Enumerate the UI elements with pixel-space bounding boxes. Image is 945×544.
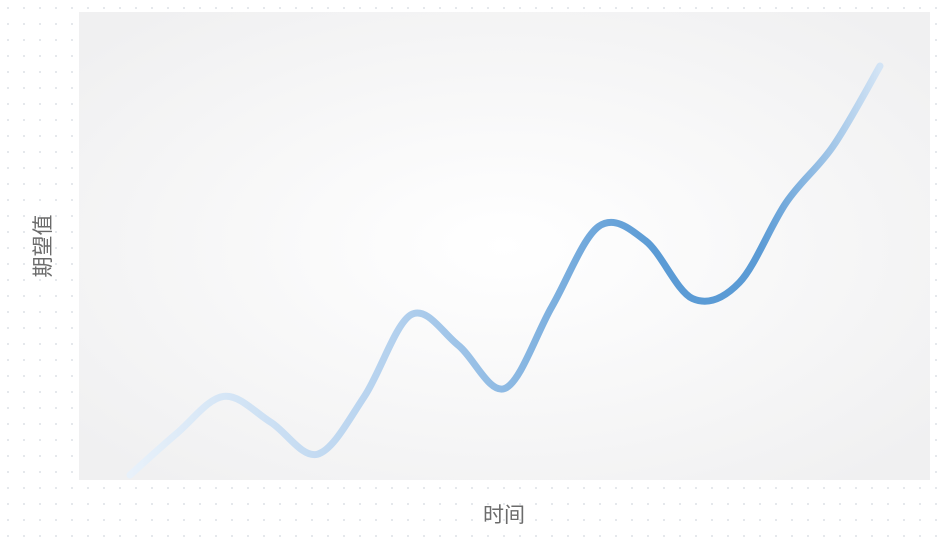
- x-axis-label: 时间: [483, 503, 525, 527]
- series-line-0: [126, 62, 884, 479]
- y-axis-label: 期望值: [31, 215, 55, 278]
- series-layer: [126, 62, 884, 479]
- plot-area: [79, 12, 930, 480]
